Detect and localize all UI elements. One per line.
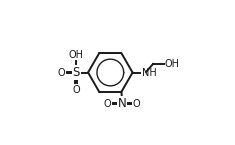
Text: OH: OH [69, 50, 84, 60]
Text: O: O [104, 99, 112, 109]
Text: S: S [73, 66, 80, 79]
Text: O: O [133, 99, 141, 109]
Text: O: O [72, 85, 80, 95]
Text: O: O [58, 68, 65, 77]
Text: NH: NH [142, 68, 157, 77]
Text: OH: OH [164, 59, 180, 69]
Text: N: N [118, 97, 126, 110]
